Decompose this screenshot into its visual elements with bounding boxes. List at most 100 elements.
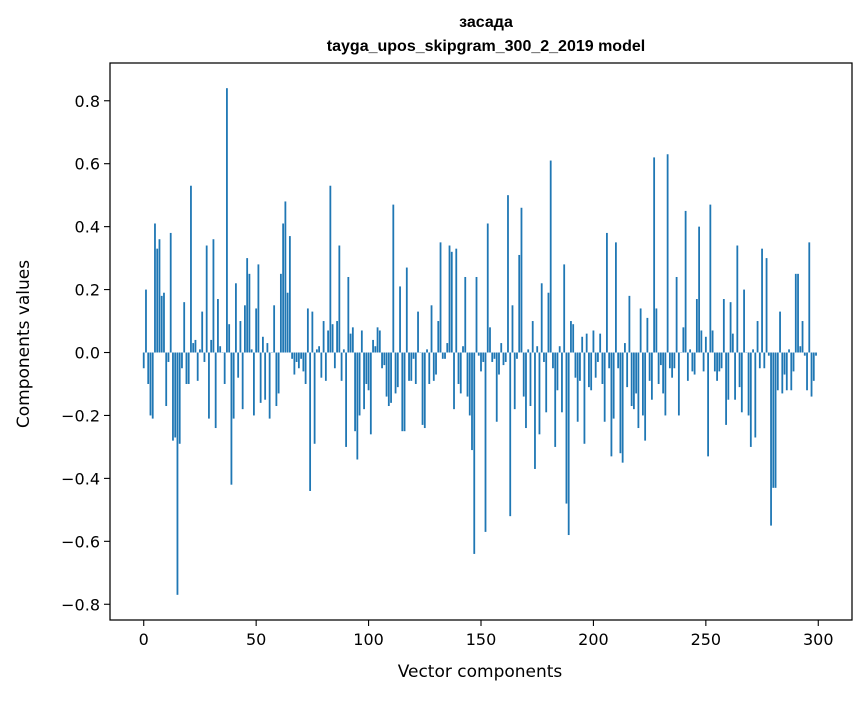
bar [808, 242, 810, 352]
bar [631, 353, 633, 406]
bar [775, 353, 777, 488]
bar [633, 353, 635, 410]
bar [790, 353, 792, 391]
bar [761, 249, 763, 353]
bar [593, 330, 595, 352]
x-tick-label: 100 [353, 630, 384, 649]
bar [361, 330, 363, 352]
bar [359, 353, 361, 416]
x-tick-label: 0 [139, 630, 149, 649]
bar [206, 246, 208, 353]
bar [145, 290, 147, 353]
bar [215, 353, 217, 429]
bar [575, 353, 577, 378]
y-tick-label: 0.2 [75, 281, 100, 300]
bar [390, 353, 392, 403]
bar [802, 321, 804, 352]
bar [689, 349, 691, 352]
bar [404, 353, 406, 432]
bar [332, 324, 334, 352]
bar [244, 305, 246, 352]
bar [530, 353, 532, 406]
bar [422, 353, 424, 425]
bar [754, 353, 756, 438]
bar [518, 255, 520, 353]
bar [363, 353, 365, 410]
bar [552, 353, 554, 369]
bar [507, 195, 509, 352]
bar [476, 277, 478, 353]
bar [581, 337, 583, 353]
bar [716, 353, 718, 381]
bar [770, 353, 772, 526]
bar [694, 353, 696, 375]
bar [334, 353, 336, 369]
bar [781, 353, 783, 394]
bar [446, 343, 448, 352]
bar [181, 353, 183, 369]
bar [503, 353, 505, 366]
bar [455, 249, 457, 353]
bar [617, 353, 619, 369]
y-tick-label: −0.8 [61, 595, 100, 614]
bar [343, 349, 345, 352]
bar [428, 353, 430, 384]
bar [381, 353, 383, 369]
bar [242, 353, 244, 410]
bar [415, 353, 417, 384]
bar [532, 321, 534, 352]
bar [678, 353, 680, 416]
bar [316, 349, 318, 352]
bar [293, 353, 295, 375]
bar [543, 353, 545, 362]
bar [485, 353, 487, 532]
bar [354, 353, 356, 432]
bar [444, 353, 446, 359]
bar [253, 353, 255, 416]
bar [687, 353, 689, 381]
bar [372, 340, 374, 353]
bar [611, 353, 613, 457]
bar [352, 327, 354, 352]
bar [730, 302, 732, 352]
bar [240, 321, 242, 352]
bar [752, 349, 754, 352]
bar [314, 353, 316, 444]
bar [370, 353, 372, 435]
bar [341, 353, 343, 381]
y-tick-label: 0.8 [75, 92, 100, 111]
bar [707, 353, 709, 457]
bar [190, 186, 192, 353]
y-tick-label: 0.4 [75, 218, 100, 237]
bar [714, 353, 716, 372]
bar [525, 353, 527, 429]
bar [799, 346, 801, 352]
bar [804, 353, 806, 356]
bar [386, 353, 388, 397]
bar [451, 252, 453, 353]
chart-subtitle: tayga_upos_skipgram_300_2_2019 model [327, 38, 645, 55]
bar [431, 305, 433, 352]
bar [498, 353, 500, 375]
y-axis-label: Components values [14, 260, 34, 428]
bar [559, 346, 561, 352]
bar [482, 353, 484, 362]
bar [469, 353, 471, 416]
bar [527, 349, 529, 352]
bar [741, 353, 743, 413]
bar [759, 353, 761, 369]
bar [700, 330, 702, 352]
bar [374, 346, 376, 352]
bar [705, 337, 707, 353]
y-tick-label: 0.0 [75, 344, 100, 363]
bar [806, 353, 808, 391]
bar [757, 321, 759, 352]
y-tick-label: −0.6 [61, 532, 100, 551]
bar [739, 353, 741, 388]
bar [721, 353, 723, 369]
bar [727, 353, 729, 400]
bar [302, 353, 304, 372]
x-tick-label: 50 [246, 630, 266, 649]
